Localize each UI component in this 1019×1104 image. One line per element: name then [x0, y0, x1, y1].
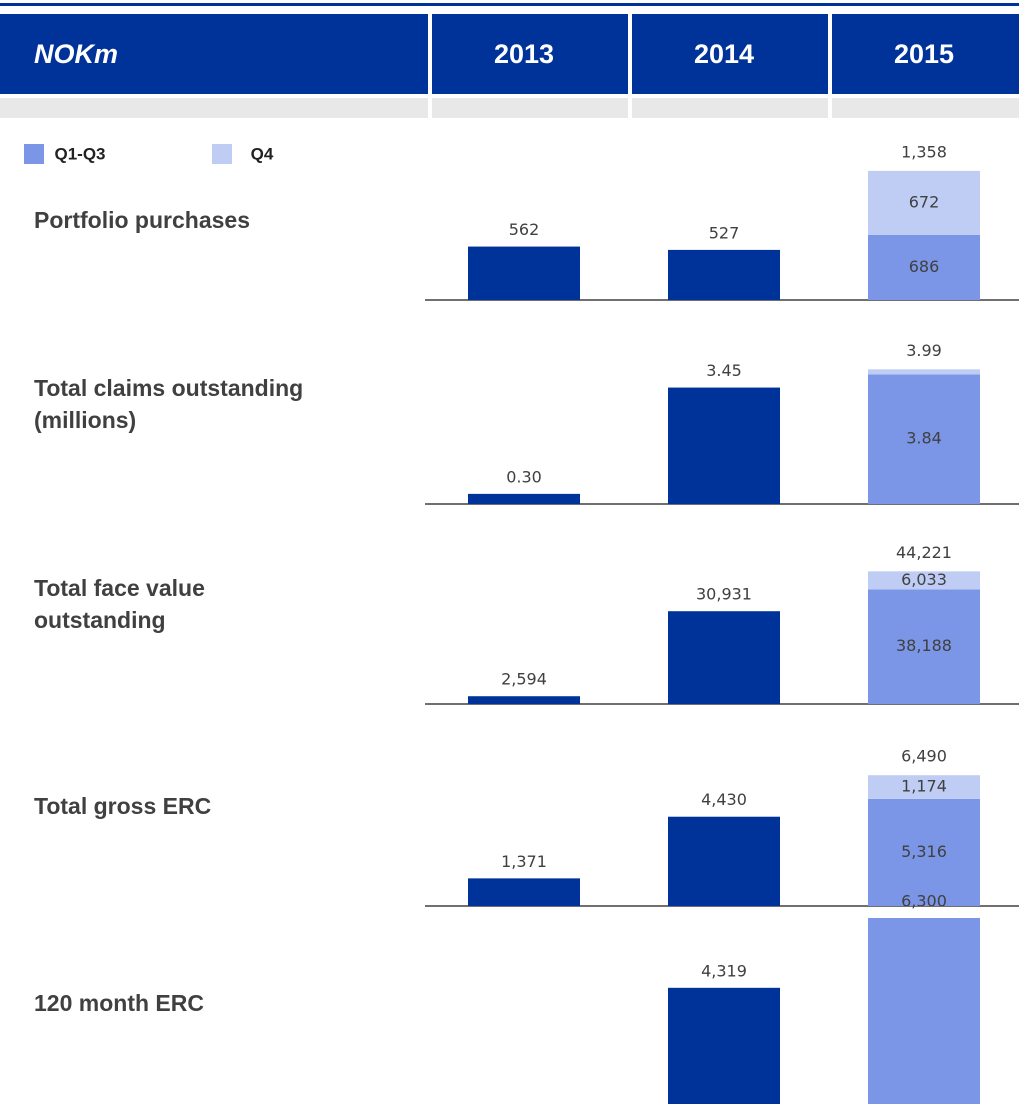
bar-segment — [868, 234, 980, 300]
header-band — [432, 98, 628, 118]
row-title: Total claims outstanding — [34, 375, 303, 401]
value-label: 527 — [709, 223, 740, 242]
legend-label: Q1-Q3 — [54, 144, 105, 163]
value-label: 1,174 — [901, 777, 947, 796]
bar-segment — [468, 246, 580, 300]
legend-swatch — [24, 144, 44, 164]
total-label: 44,221 — [896, 543, 952, 562]
row-title: outstanding — [34, 607, 166, 633]
bar-segment — [468, 493, 580, 504]
bar-segment — [668, 387, 780, 504]
header-band — [632, 98, 828, 118]
legend-label: Q4 — [251, 144, 274, 163]
header-cell — [432, 14, 628, 94]
header-cell — [632, 14, 828, 94]
bar-segment — [468, 696, 580, 704]
row-title: Total gross ERC — [34, 793, 211, 819]
value-label: 30,931 — [696, 585, 752, 604]
bar-segment — [868, 170, 980, 235]
value-label: 6,300 — [901, 892, 947, 911]
value-label: 0.30 — [506, 467, 542, 486]
row-title: 120 month ERC — [34, 990, 204, 1016]
bar-segment — [468, 878, 580, 906]
value-label: 562 — [509, 220, 540, 239]
row-title: (millions) — [34, 407, 136, 433]
value-label: 3.84 — [906, 429, 942, 448]
bar-segment — [868, 589, 980, 704]
header-year: 2013 — [494, 39, 554, 69]
bar-segment — [868, 374, 980, 504]
bar-segment — [868, 571, 980, 590]
value-label: 1,371 — [501, 852, 547, 871]
value-label: 38,188 — [896, 636, 952, 655]
value-label: 2,594 — [501, 670, 547, 689]
bar-segment — [668, 611, 780, 704]
value-label: 4,319 — [701, 961, 747, 980]
value-label: 6,033 — [901, 570, 947, 589]
top-rule — [0, 3, 1019, 6]
header-band — [832, 98, 1019, 118]
header-cell — [832, 14, 1019, 94]
header-year: 2015 — [894, 39, 954, 69]
bar-segment — [868, 798, 980, 906]
total-label: 3.99 — [906, 341, 942, 360]
header-label: NOKm — [34, 39, 118, 69]
value-label: 686 — [909, 257, 940, 276]
legend-swatch — [212, 144, 232, 164]
total-label: 1,358 — [901, 142, 947, 161]
header-band — [0, 98, 428, 118]
bar-segment — [668, 816, 780, 906]
header-year: 2014 — [694, 39, 754, 69]
bar-segment — [868, 369, 980, 375]
value-label: 3.45 — [706, 361, 742, 380]
bar-segment — [868, 918, 980, 1104]
row-title: Portfolio purchases — [34, 207, 250, 233]
bar-segment — [868, 775, 980, 799]
value-label: 5,316 — [901, 842, 947, 861]
bar-segment — [668, 249, 780, 300]
header-cell — [0, 14, 428, 94]
bar-segment — [668, 987, 780, 1104]
row-title: Total face value — [34, 575, 205, 601]
value-label: 4,430 — [701, 790, 747, 809]
total-label: 6,490 — [901, 747, 947, 766]
value-label: 672 — [909, 192, 940, 211]
